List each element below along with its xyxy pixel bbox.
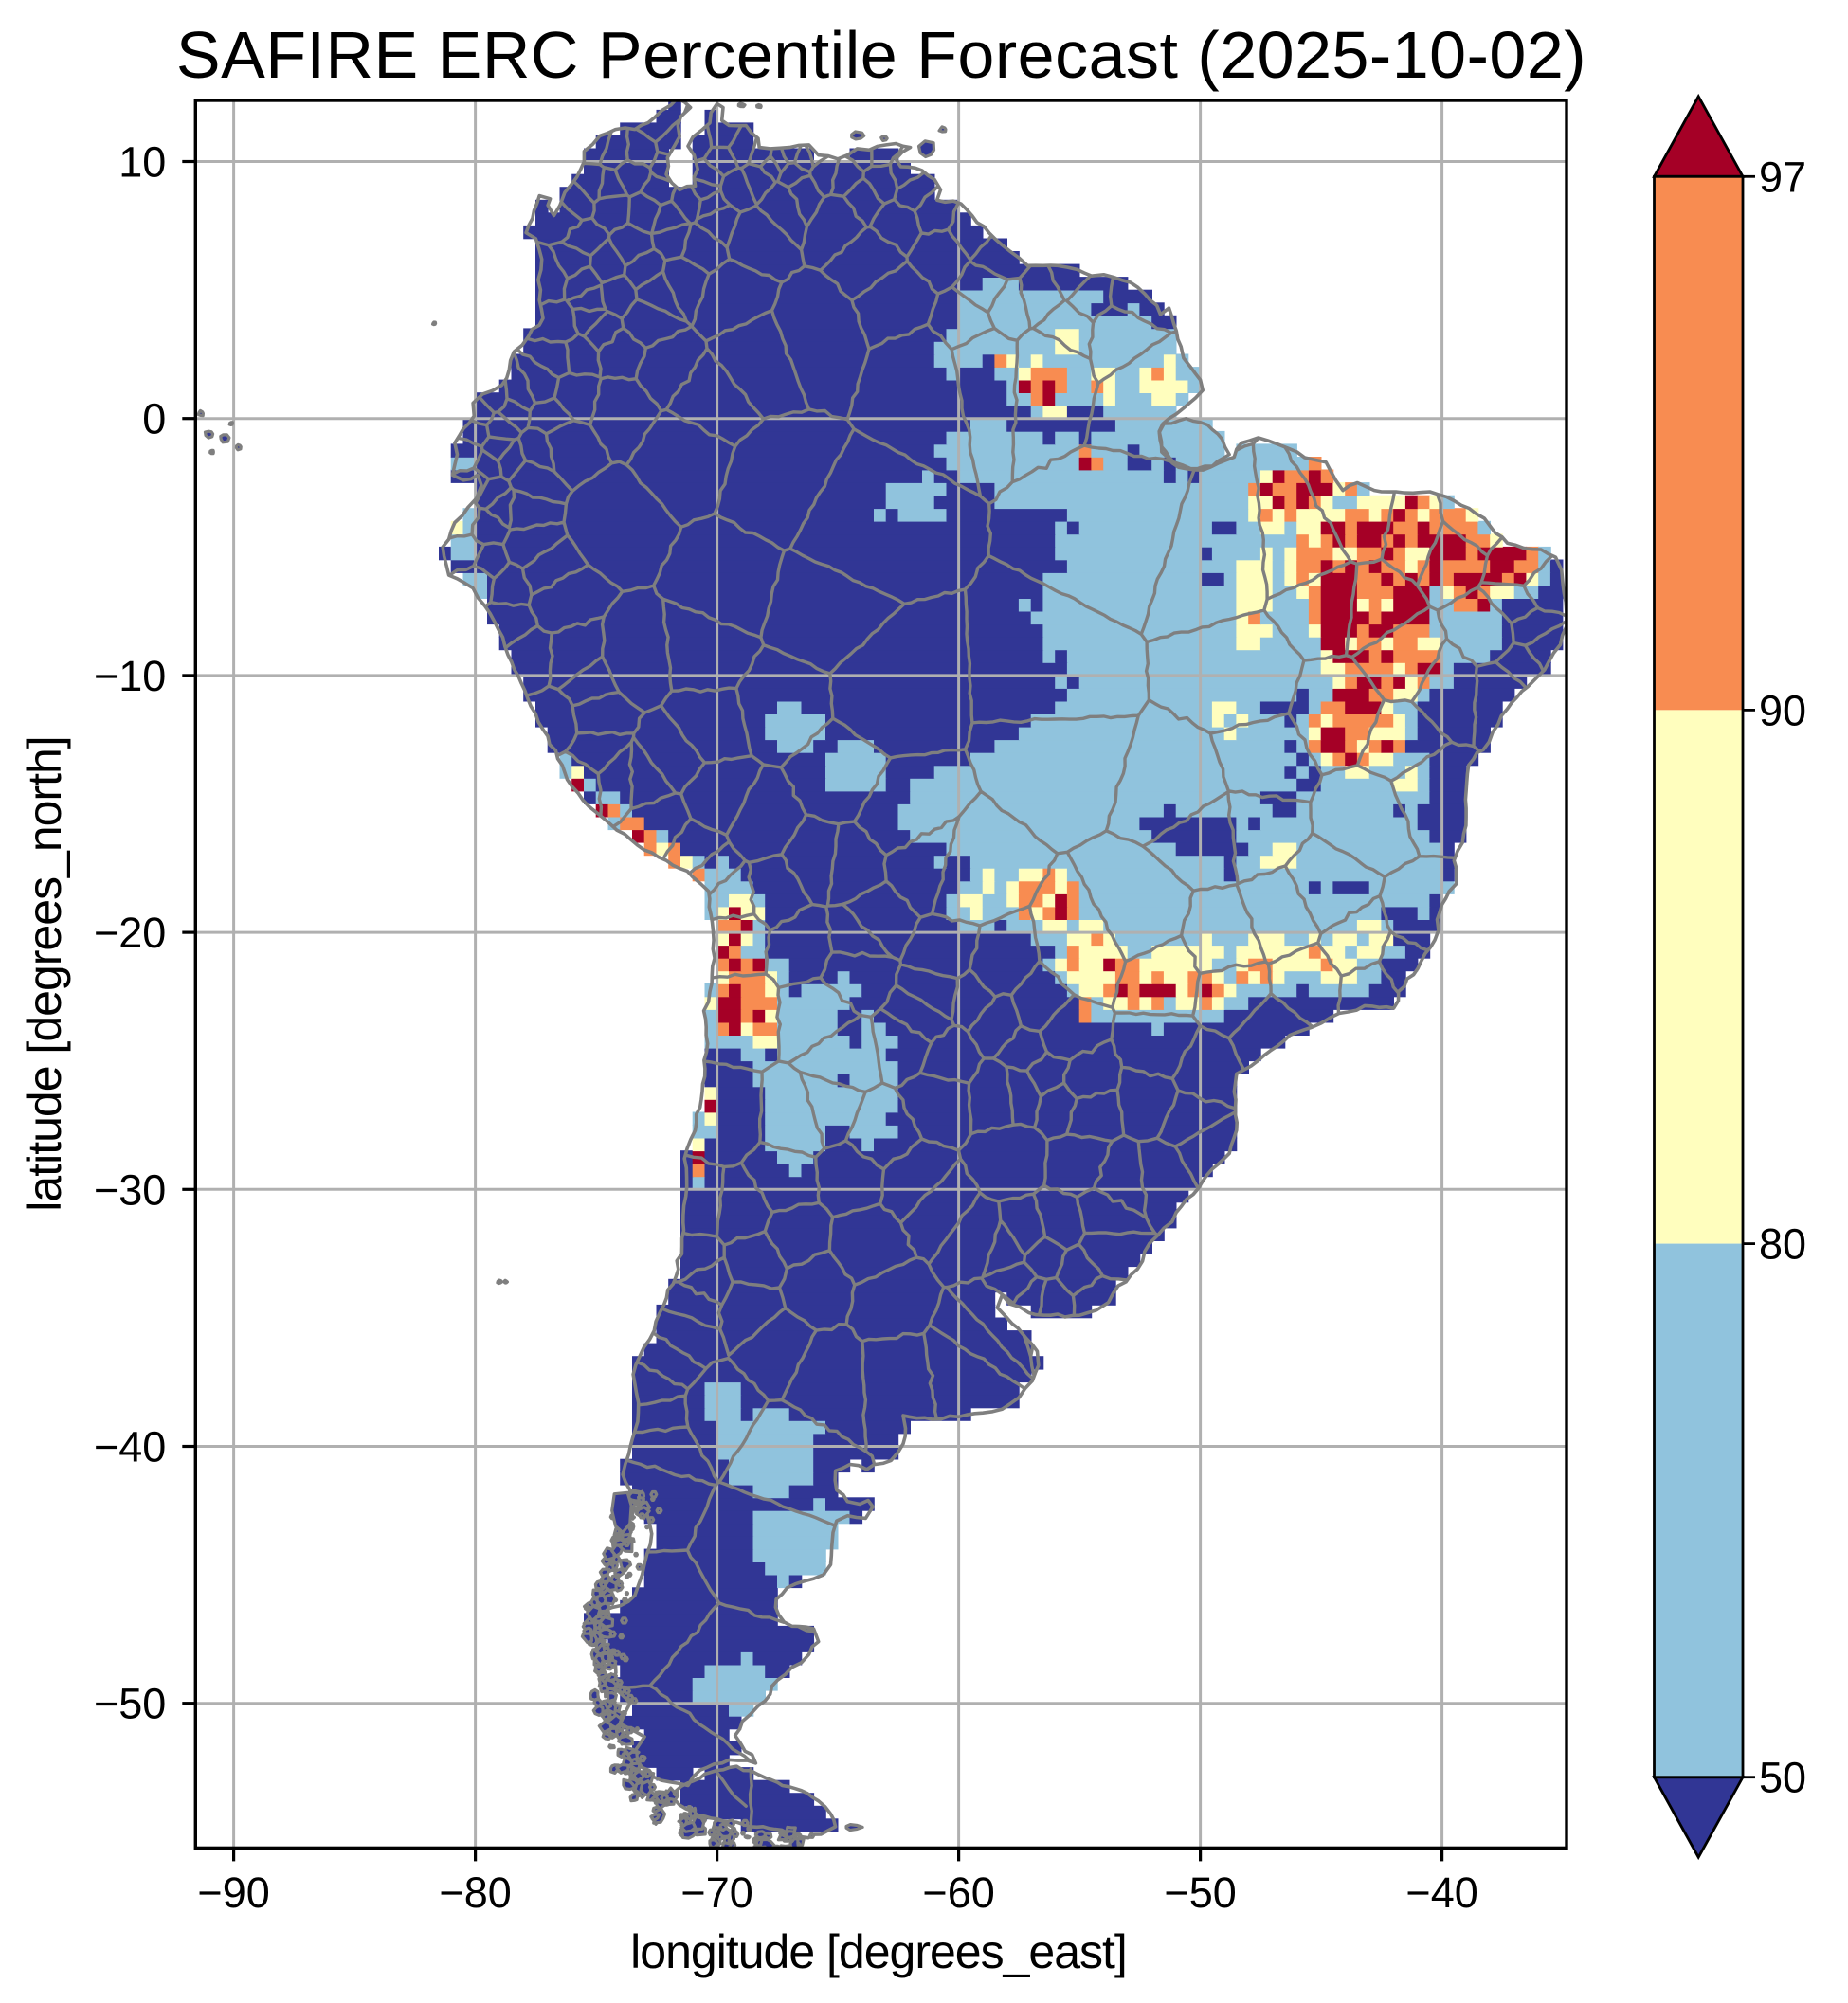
svg-text:latitude [degrees_north]: latitude [degrees_north] — [18, 736, 71, 1211]
svg-text:−70: −70 — [680, 1868, 752, 1917]
svg-text:90: 90 — [1759, 686, 1806, 734]
svg-text:80: 80 — [1759, 1220, 1806, 1269]
svg-text:−30: −30 — [94, 1165, 166, 1214]
svg-text:−50: −50 — [94, 1680, 166, 1728]
svg-text:−60: −60 — [922, 1868, 994, 1917]
svg-text:−40: −40 — [94, 1423, 166, 1471]
svg-text:−90: −90 — [197, 1868, 269, 1917]
svg-text:−20: −20 — [94, 909, 166, 957]
svg-text:10: 10 — [118, 138, 166, 187]
svg-text:−50: −50 — [1164, 1868, 1236, 1917]
svg-text:−80: −80 — [439, 1868, 511, 1917]
svg-text:50: 50 — [1759, 1754, 1806, 1802]
svg-text:SAFIRE ERC Percentile Forecast: SAFIRE ERC Percentile Forecast (2025-10-… — [176, 18, 1586, 92]
svg-text:−40: −40 — [1405, 1868, 1477, 1917]
svg-text:0: 0 — [142, 395, 166, 443]
svg-text:−10: −10 — [94, 652, 166, 700]
svg-text:longitude [degrees_east]: longitude [degrees_east] — [630, 1925, 1127, 1978]
svg-text:97: 97 — [1759, 153, 1806, 201]
